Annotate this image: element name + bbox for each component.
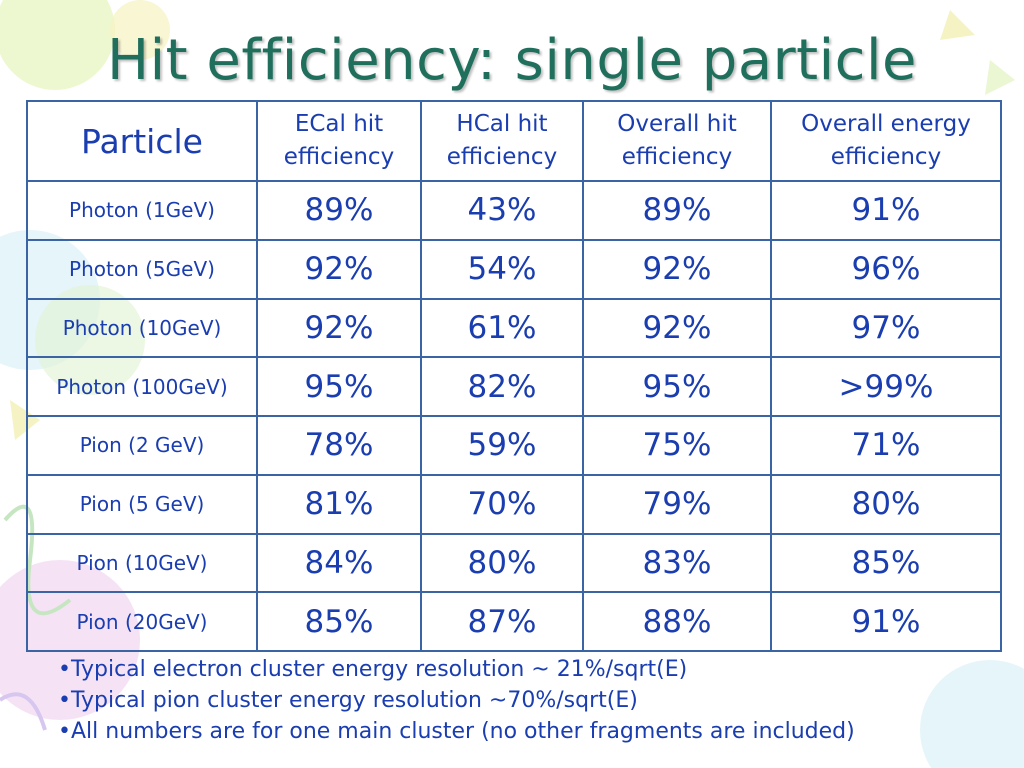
overall-energy-cell: 96% (770, 238, 1002, 300)
column-header-overall-hit: Overall hit efficiency (582, 100, 772, 182)
overall-hit-cell: 89% (582, 180, 772, 241)
page-title: Hit efficiency: single particle (107, 28, 917, 93)
hcal-cell: 61% (420, 297, 584, 359)
ecal-cell: 92% (256, 238, 422, 300)
table-row: Pion (2 GeV) 78% 59% 75% 71% (26, 415, 1002, 476)
table-row: Pion (10GeV) 84% 80% 83% 85% (26, 532, 1002, 594)
ecal-cell: 95% (256, 356, 422, 417)
hcal-cell: 59% (420, 415, 584, 476)
ecal-cell: 81% (256, 473, 422, 535)
table-row: Photon (10GeV) 92% 61% 92% 97% (26, 297, 1002, 359)
column-header-hcal: HCal hit efficiency (420, 100, 584, 182)
hcal-cell: 82% (420, 356, 584, 417)
column-header-particle: Particle (26, 100, 258, 182)
overall-hit-cell: 79% (582, 473, 772, 535)
hcal-cell: 54% (420, 238, 584, 300)
table-row: Pion (20GeV) 85% 87% 88% 91% (26, 591, 1002, 652)
overall-hit-cell: 75% (582, 415, 772, 476)
efficiency-table: Particle ECal hit efficiency HCal hit ef… (26, 100, 1002, 652)
overall-hit-cell: 88% (582, 591, 772, 652)
notes-list: •Typical electron cluster energy resolut… (58, 654, 855, 747)
particle-cell: Pion (10GeV) (26, 532, 258, 594)
ecal-cell: 84% (256, 532, 422, 594)
particle-cell: Pion (2 GeV) (26, 415, 258, 476)
column-header-overall-energy: Overall energy efficiency (770, 100, 1002, 182)
column-header-ecal: ECal hit efficiency (256, 100, 422, 182)
overall-hit-cell: 92% (582, 238, 772, 300)
ecal-cell: 78% (256, 415, 422, 476)
particle-cell: Photon (10GeV) (26, 297, 258, 359)
ecal-cell: 89% (256, 180, 422, 241)
particle-cell: Photon (5GeV) (26, 238, 258, 300)
hcal-cell: 80% (420, 532, 584, 594)
table-row: Photon (5GeV) 92% 54% 92% 96% (26, 238, 1002, 300)
hcal-cell: 87% (420, 591, 584, 652)
ecal-cell: 92% (256, 297, 422, 359)
particle-cell: Pion (5 GeV) (26, 473, 258, 535)
note-item: •All numbers are for one main cluster (n… (58, 719, 855, 744)
overall-energy-cell: 91% (770, 180, 1002, 241)
overall-energy-cell: 85% (770, 532, 1002, 594)
overall-hit-cell: 95% (582, 356, 772, 417)
hcal-cell: 70% (420, 473, 584, 535)
particle-cell: Pion (20GeV) (26, 591, 258, 652)
overall-energy-cell: 91% (770, 591, 1002, 652)
overall-energy-cell: 71% (770, 415, 1002, 476)
table-header-row: Particle ECal hit efficiency HCal hit ef… (26, 100, 1002, 182)
overall-hit-cell: 83% (582, 532, 772, 594)
overall-energy-cell: 80% (770, 473, 1002, 535)
table-row: Photon (1GeV) 89% 43% 89% 91% (26, 180, 1002, 241)
hcal-cell: 43% (420, 180, 584, 241)
overall-energy-cell: >99% (770, 356, 1002, 417)
overall-hit-cell: 92% (582, 297, 772, 359)
table-row: Photon (100GeV) 95% 82% 95% >99% (26, 356, 1002, 417)
particle-cell: Photon (100GeV) (26, 356, 258, 417)
particle-cell: Photon (1GeV) (26, 180, 258, 241)
overall-energy-cell: 97% (770, 297, 1002, 359)
note-item: •Typical electron cluster energy resolut… (58, 657, 688, 682)
table-row: Pion (5 GeV) 81% 70% 79% 80% (26, 473, 1002, 535)
ecal-cell: 85% (256, 591, 422, 652)
note-item: •Typical pion cluster energy resolution … (58, 688, 638, 713)
